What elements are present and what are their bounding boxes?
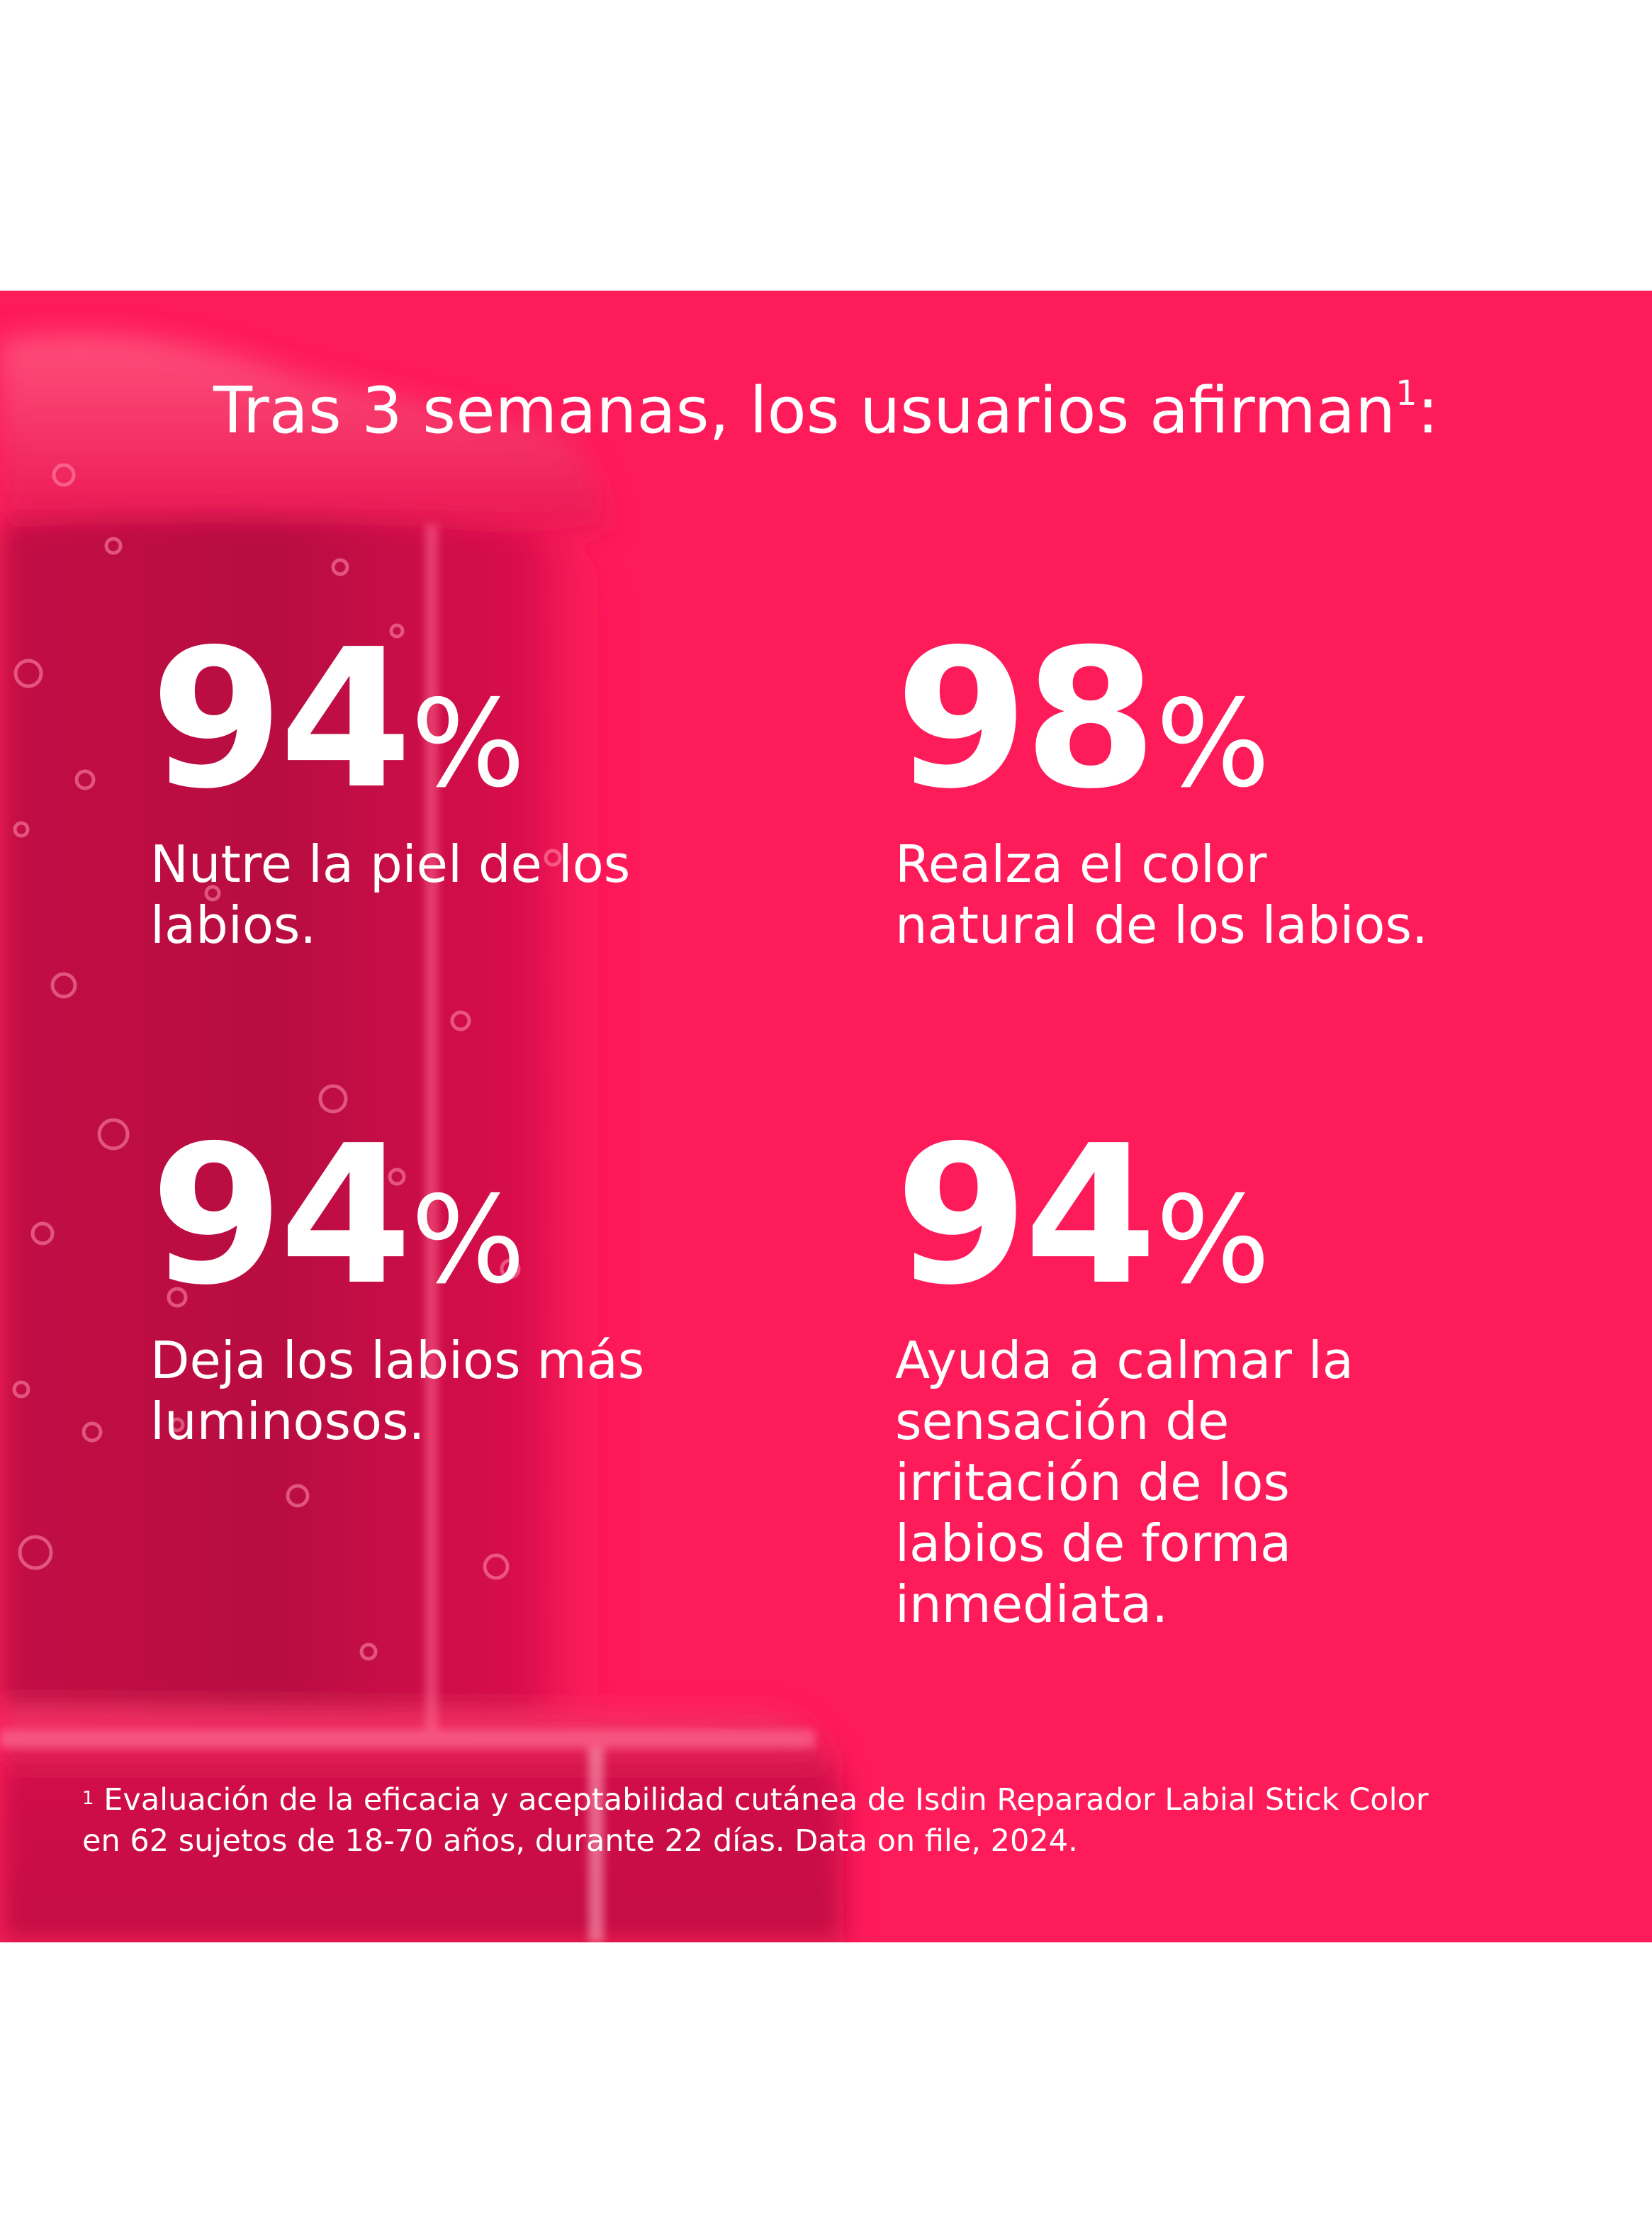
stat-description-line: Realza el color xyxy=(895,834,1267,894)
stat-description-line: Ayuda a calmar la xyxy=(895,1331,1354,1390)
stat-unit: % xyxy=(410,674,526,815)
stat-nutre: 94% Nutre la piel de los labios. xyxy=(150,624,760,956)
footnote-text-1: Evaluación de la eficacia y aceptabilida… xyxy=(103,1782,1429,1818)
stat-value: 98 xyxy=(895,608,1157,831)
headline-text: Tras 3 semanas, los usuarios afirman xyxy=(213,374,1396,448)
stat-figure: 94% xyxy=(150,624,760,815)
stat-description-line: irritación de los xyxy=(895,1453,1290,1512)
stat-description: Realza el color natural de los labios. xyxy=(895,834,1505,956)
stat-figure: 94% xyxy=(150,1120,760,1311)
stat-unit: % xyxy=(410,1170,526,1311)
footnote: 1 Evaluación de la eficacia y aceptabili… xyxy=(82,1779,1585,1862)
stat-value: 94 xyxy=(150,608,412,831)
stat-figure: 94% xyxy=(895,1120,1505,1311)
stat-calmar: 94% Ayuda a calmar la sensación de irrit… xyxy=(895,1120,1505,1635)
stat-description-line: luminosos. xyxy=(150,1392,425,1451)
stat-description-line: sensación de xyxy=(895,1392,1230,1451)
stat-realza: 98% Realza el color natural de los labio… xyxy=(895,624,1505,956)
stat-description-line: labios de forma xyxy=(895,1513,1292,1573)
headline-suffix: : xyxy=(1417,374,1439,448)
headline: Tras 3 semanas, los usuarios afirman1: xyxy=(0,376,1652,443)
headline-footnote-marker: 1 xyxy=(1395,374,1417,413)
stat-description-line: labios. xyxy=(150,895,317,955)
stat-description-line: inmediata. xyxy=(895,1574,1169,1634)
stat-description-line: Deja los labios más xyxy=(150,1331,645,1390)
stat-description-line: Nutre la piel de los xyxy=(150,834,631,894)
footnote-text-2: en 62 sujetos de 18-70 años, durante 22 … xyxy=(82,1823,1078,1859)
stat-value: 94 xyxy=(150,1104,412,1327)
stat-description-line: natural de los labios. xyxy=(895,895,1428,955)
stat-description: Deja los labios más luminosos. xyxy=(150,1330,760,1452)
stat-description: Nutre la piel de los labios. xyxy=(150,834,760,956)
stats-panel: Tras 3 semanas, los usuarios afirman1: 9… xyxy=(0,291,1652,1942)
lipstick-image xyxy=(0,334,843,1942)
stat-unit: % xyxy=(1155,1170,1271,1311)
stat-unit: % xyxy=(1155,674,1271,815)
stat-luminosos: 94% Deja los labios más luminosos. xyxy=(150,1120,760,1452)
footnote-marker: 1 xyxy=(82,1788,94,1809)
stat-figure: 98% xyxy=(895,624,1505,815)
stat-value: 94 xyxy=(895,1104,1157,1327)
stat-description: Ayuda a calmar la sensación de irritació… xyxy=(895,1330,1505,1635)
footnote-line: 1 Evaluación de la eficacia y aceptabili… xyxy=(82,1779,1585,1820)
